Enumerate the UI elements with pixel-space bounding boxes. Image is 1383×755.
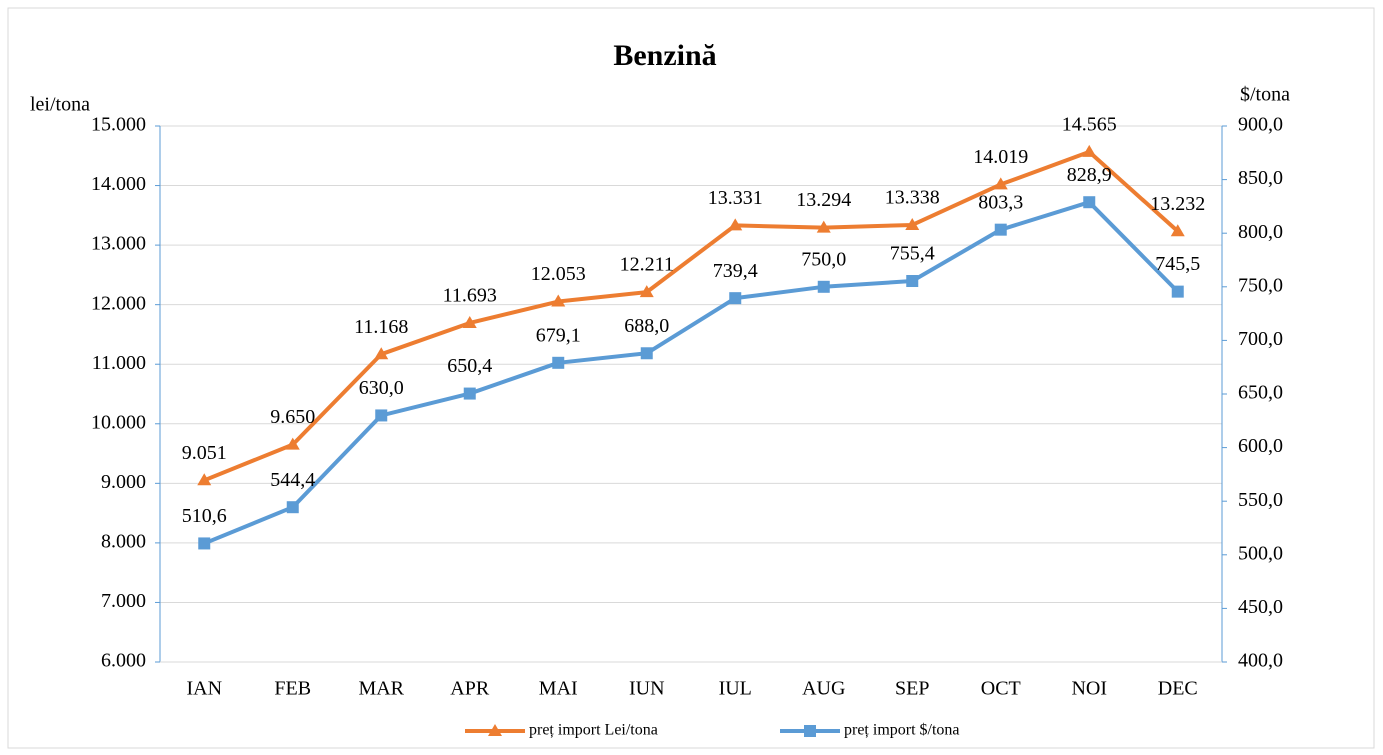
data-label: 14.019 — [973, 146, 1028, 168]
data-label: 13.232 — [1150, 193, 1205, 215]
y2-tick-label: 900,0 — [1238, 114, 1283, 136]
data-label: 650,4 — [447, 355, 492, 377]
line — [203, 149, 1180, 483]
marker — [639, 285, 654, 298]
data-label: 13.338 — [885, 187, 940, 209]
y2-tick-label: 850,0 — [1238, 167, 1283, 189]
x-tick-label: MAR — [358, 678, 404, 700]
y2-axis-label: $/tona — [1240, 84, 1290, 106]
marker — [488, 724, 502, 736]
data-label: 803,3 — [978, 191, 1023, 213]
legend-label: preț import Lei/tona — [529, 722, 658, 739]
data-label: 630,0 — [359, 377, 404, 399]
data-label: 745,5 — [1155, 253, 1200, 275]
data-label: 13.331 — [708, 187, 763, 209]
data-label: 9.051 — [182, 442, 227, 464]
y2-tick-label: 400,0 — [1238, 650, 1283, 672]
data-label: 755,4 — [890, 243, 935, 265]
chart-border — [7, 7, 1375, 749]
y2-tick-label: 750,0 — [1238, 274, 1283, 296]
data-label: 11.168 — [354, 316, 408, 338]
x-tick-label: OCT — [981, 678, 1021, 700]
marker — [816, 220, 831, 233]
x-tick-label: IUL — [719, 678, 752, 700]
x-tick-label: IAN — [186, 678, 222, 700]
marker — [286, 501, 299, 514]
x-tick-label: APR — [450, 678, 490, 700]
marker — [551, 294, 566, 307]
marker — [1083, 196, 1096, 209]
y-tick-label: 9.000 — [101, 471, 146, 493]
y2-tick-label: 700,0 — [1238, 328, 1283, 350]
y2-tick-label: 550,0 — [1238, 489, 1283, 511]
marker — [993, 177, 1008, 190]
y2-tick-label: 650,0 — [1238, 382, 1283, 404]
marker — [198, 537, 211, 550]
x-tick-label: MAI — [539, 678, 578, 700]
legend-label: preț import $/tona — [844, 722, 960, 739]
marker — [1171, 285, 1184, 298]
y2-tick-label: 600,0 — [1238, 435, 1283, 457]
y-tick-label: 10.000 — [91, 411, 146, 433]
data-label: 688,0 — [624, 315, 669, 337]
y-tick-label: 11.000 — [92, 352, 146, 374]
data-label: 510,6 — [182, 505, 227, 527]
y-tick-label: 8.000 — [101, 530, 146, 552]
y2-tick-label: 450,0 — [1238, 596, 1283, 618]
marker — [1082, 144, 1097, 157]
x-tick-label: NOI — [1071, 678, 1107, 700]
data-label: 9.650 — [270, 406, 315, 428]
marker — [375, 409, 388, 422]
data-label: 679,1 — [536, 324, 581, 346]
marker — [462, 315, 477, 328]
data-label: 12.053 — [531, 263, 586, 285]
chart-title: Benzină — [613, 39, 716, 72]
marker — [1170, 224, 1185, 237]
data-label: 739,4 — [713, 260, 758, 282]
marker — [728, 218, 743, 231]
y2-tick-label: 500,0 — [1238, 542, 1283, 564]
marker — [552, 356, 565, 369]
x-tick-label: DEC — [1158, 678, 1198, 700]
data-label: 544,4 — [270, 469, 315, 491]
marker — [285, 437, 300, 450]
y-tick-label: 7.000 — [101, 590, 146, 612]
marker — [197, 473, 212, 486]
marker — [640, 347, 653, 360]
y-tick-label: 12.000 — [91, 292, 146, 314]
data-label: 11.693 — [443, 285, 497, 307]
data-label: 828,9 — [1067, 164, 1112, 186]
line — [203, 200, 1180, 546]
x-tick-label: IUN — [629, 678, 665, 700]
marker — [374, 347, 389, 360]
marker — [905, 217, 920, 230]
x-tick-label: SEP — [895, 678, 929, 700]
marker — [463, 387, 476, 400]
data-label: 13.294 — [796, 189, 851, 211]
x-tick-label: FEB — [274, 678, 311, 700]
y-tick-label: 13.000 — [91, 233, 146, 255]
marker — [817, 280, 830, 293]
y2-tick-label: 800,0 — [1238, 221, 1283, 243]
y-tick-label: 15.000 — [91, 114, 146, 136]
marker — [906, 275, 919, 288]
y-tick-label: 14.000 — [91, 173, 146, 195]
marker — [804, 725, 816, 737]
data-label: 12.211 — [620, 254, 674, 276]
data-label: 750,0 — [801, 248, 846, 270]
y-tick-label: 6.000 — [101, 650, 146, 672]
marker — [994, 223, 1007, 236]
marker — [729, 292, 742, 305]
y-axis-label: lei/tona — [30, 94, 90, 116]
x-tick-label: AUG — [802, 678, 845, 700]
data-label: 14.565 — [1062, 114, 1117, 136]
